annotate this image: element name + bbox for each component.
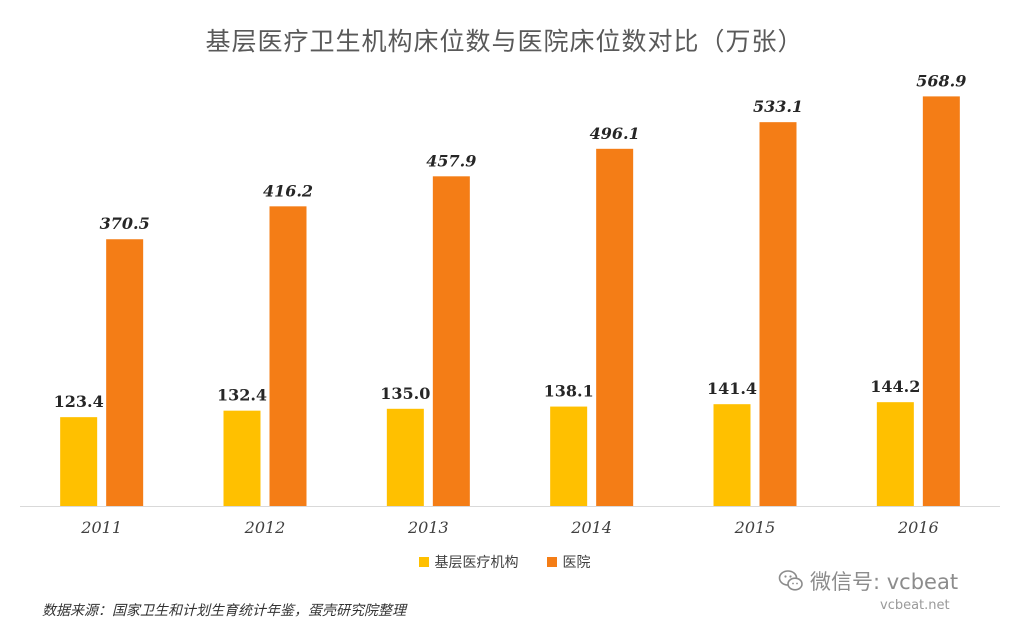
bar-basic-2015 [713,404,751,506]
x-tick-label-2013: 2013 [407,518,449,537]
bar-hospital-2014 [596,148,634,507]
value-label-basic-2016: 144.2 [870,377,920,396]
value-label-hospital-2012: 416.2 [263,181,313,200]
bar-basic-2012 [223,410,261,506]
watermark-text: 微信号: vcbeat [810,570,959,594]
value-label-basic-2012: 132.4 [217,386,267,405]
x-tick-labels: 2011 2012 2013 2014 2015 2016 [80,518,938,537]
x-tick-label-2012: 2012 [244,518,286,537]
bar-hospital-2011 [106,239,144,507]
legend-swatch-basic [418,557,429,567]
bar-basic-2014 [550,406,588,506]
watermark: 微信号: vcbeat [778,566,958,596]
value-label-hospital-2014: 496.1 [590,124,640,143]
bar-basic-2013 [386,408,424,506]
x-tick-label-2016: 2016 [897,518,939,537]
value-label-basic-2011: 123.4 [54,392,104,411]
legend-label-hospital: 医院 [562,555,591,571]
value-label-hospital-2013: 457.9 [426,151,476,170]
legend: 基层医疗机构 医院 [0,552,1009,572]
legend-label-basic: 基层医疗机构 [434,555,519,571]
x-tick-label-2015: 2015 [734,518,776,537]
wechat-icon [778,570,803,591]
value-label-basic-2013: 135.0 [380,384,430,403]
value-label-hospital-2015: 533.1 [753,97,803,116]
value-label-hospital-2011: 370.5 [100,214,150,233]
value-label-basic-2014: 138.1 [544,382,594,401]
bar-hospital-2013 [432,176,470,506]
bar-hospital-2016 [922,96,960,506]
legend-item-hospital: 医院 [546,552,591,572]
value-label-basic-2015: 141.4 [707,379,757,398]
x-tick-label-2011: 2011 [80,518,122,537]
watermark-site: vcbeat.net [880,598,950,613]
bar-hospital-2015 [759,122,797,506]
value-labels: 123.4 370.5 132.4 416.2 135.0 457.9 138.1 496.1… [54,71,967,411]
x-tick-label-2014: 2014 [570,518,612,537]
legend-item-basic: 基层医疗机构 [418,552,519,572]
legend-swatch-hospital [546,557,557,567]
source-note: 数据来源：国家卫生和计划生育统计年鉴，蛋壳研究院整理 [42,603,406,619]
value-label-hospital-2016: 568.9 [916,71,966,90]
bar-basic-2011 [60,417,98,506]
chart-title: 基层医疗卫生机构床位数与医院床位数对比（万张） [205,27,804,56]
bar-basic-2016 [876,402,914,506]
bars-group [60,96,960,507]
bar-hospital-2012 [269,206,307,506]
